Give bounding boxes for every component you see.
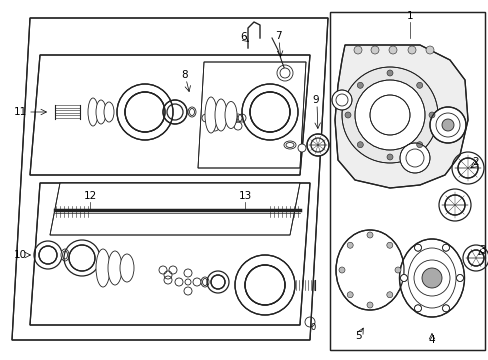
Circle shape [467,250,483,266]
Circle shape [456,274,463,282]
Text: 4: 4 [428,335,434,345]
Circle shape [414,244,421,251]
Ellipse shape [335,230,403,310]
Circle shape [416,142,422,148]
Circle shape [444,195,464,215]
Text: 6: 6 [240,32,247,42]
Polygon shape [50,183,299,235]
Circle shape [441,119,453,131]
Circle shape [331,90,351,110]
Circle shape [353,46,361,54]
Circle shape [369,95,409,135]
Circle shape [341,67,437,163]
Text: 12: 12 [83,191,97,201]
Circle shape [416,82,422,88]
Circle shape [414,305,421,312]
Ellipse shape [108,251,122,285]
Text: 9: 9 [312,95,319,105]
Circle shape [394,267,400,273]
Circle shape [429,107,465,143]
Circle shape [386,292,392,298]
Text: 2: 2 [472,157,478,167]
Circle shape [39,246,57,264]
Polygon shape [12,18,327,340]
Text: 10: 10 [13,250,26,260]
Polygon shape [30,183,309,325]
Text: 3: 3 [478,245,484,255]
Ellipse shape [201,277,208,287]
Circle shape [345,112,350,118]
Circle shape [425,46,433,54]
Polygon shape [30,55,309,175]
Polygon shape [198,62,305,168]
Circle shape [338,267,345,273]
Circle shape [249,92,289,132]
Ellipse shape [224,102,237,129]
Circle shape [357,82,363,88]
Circle shape [357,142,363,148]
Text: 1: 1 [406,11,412,21]
Text: 13: 13 [238,191,251,201]
Circle shape [346,292,352,298]
Ellipse shape [88,98,98,126]
Circle shape [421,268,441,288]
Circle shape [370,46,378,54]
Bar [329,12,484,350]
Text: 5: 5 [354,331,361,341]
Circle shape [280,68,289,78]
Circle shape [386,154,392,160]
Circle shape [442,305,448,312]
Circle shape [366,302,372,308]
Circle shape [69,245,95,271]
Ellipse shape [120,254,134,282]
Text: 0: 0 [310,324,315,333]
Circle shape [386,70,392,76]
Circle shape [366,232,372,238]
Circle shape [400,274,407,282]
Circle shape [386,242,392,248]
Circle shape [354,80,424,150]
Ellipse shape [104,102,114,122]
Ellipse shape [204,97,217,133]
Circle shape [388,46,396,54]
Ellipse shape [187,107,196,117]
Circle shape [244,265,285,305]
Circle shape [399,143,429,173]
Circle shape [125,92,164,132]
Polygon shape [334,45,467,188]
Text: 11: 11 [13,107,26,117]
Circle shape [428,112,434,118]
Circle shape [163,100,186,124]
Circle shape [297,144,305,152]
Text: 8: 8 [182,70,188,80]
Circle shape [306,134,328,156]
Ellipse shape [61,249,69,261]
Ellipse shape [96,100,106,124]
Ellipse shape [96,249,110,287]
Bar [329,12,484,350]
Text: 7: 7 [274,31,281,41]
Circle shape [346,242,352,248]
Circle shape [407,46,415,54]
Circle shape [457,158,477,178]
Ellipse shape [284,141,295,149]
Circle shape [442,244,448,251]
Ellipse shape [215,99,226,131]
Ellipse shape [399,239,464,317]
Circle shape [210,275,224,289]
